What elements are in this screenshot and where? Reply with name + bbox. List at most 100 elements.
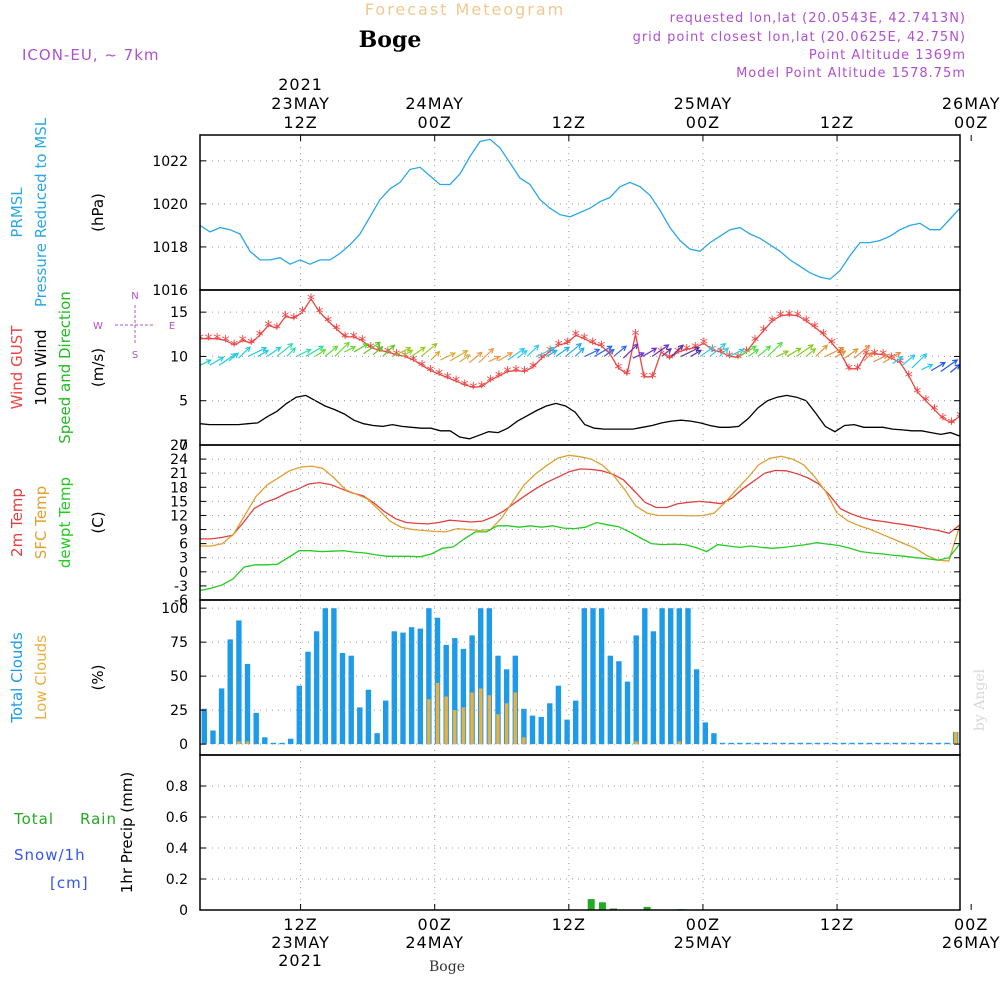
total-cloud-bar [901,742,907,745]
wind-direction-arrow [507,348,525,361]
wind-arrow-head [374,341,381,348]
wind-direction-arrow [642,347,657,357]
total-cloud-bar [460,648,467,745]
wind-direction-arrow [392,347,411,357]
panel-temperature [200,454,960,592]
wind-direction-arrow [411,346,426,357]
total-cloud-bar [944,742,950,745]
time-label-top: 2021 [278,75,323,94]
wind-arrow-head [494,355,501,361]
wind-arrow-head [290,347,297,354]
wind-direction-arrow [334,342,350,357]
wind-arrow-head [776,341,783,348]
y-tick-label: 1018 [152,240,188,256]
total-cloud-bar [693,669,700,745]
wind-direction-arrow [382,344,395,357]
gust-star-marker: * [794,307,802,326]
low-cloud-bar [504,703,509,745]
y-tick-label: 12 [170,508,188,524]
wind-arrow-head [608,348,615,355]
wind-arrow-head [723,347,729,354]
low-cloud-bar [237,741,241,745]
wind-direction-arrow [863,352,873,362]
total-cloud-bar [452,638,458,745]
wind-direction-arrow [940,359,958,372]
total-cloud-bar [400,632,406,745]
total-cloud-bar [443,644,449,745]
gust-star-marker: * [520,362,528,381]
low-cloud-bar [427,699,431,745]
gust-star-marker: * [444,369,452,388]
wind-arrow-head [753,348,760,355]
total-cloud-bar [633,635,639,745]
gust-star-marker: * [760,322,768,341]
y-tick-label: 25 [170,703,188,719]
panel-label-wind: Wind GUST [8,325,26,410]
compass-s: S [132,350,138,361]
y-tick-label: 5 [179,394,188,410]
time-label-top: 00Z [954,113,988,132]
gust-star-marker: * [478,378,486,397]
time-label-bottom: 23MAY [271,933,330,952]
total-cloud-bar [547,703,553,745]
wind-direction-arrow [603,349,615,357]
gust-star-marker: * [734,348,742,367]
wind-arrow-head [476,351,483,358]
wind-direction-arrow [344,346,356,353]
wind-direction-arrow [257,349,269,357]
panel-label-clouds: (%) [89,665,107,691]
series-line-sfc [200,454,960,562]
wind-direction-arrow [901,354,916,366]
total-cloud-bar [719,742,726,745]
total-cloud-bar [780,742,786,745]
total-cloud-bar [201,708,207,745]
total-cloud-bar [486,608,492,745]
model-point-altitude: Model Point Altitude 1578.75m [736,66,966,81]
gust-star-marker: * [854,360,862,379]
wind-arrow-head [750,345,758,351]
total-cloud-bar [348,655,354,745]
wind-direction-arrow [921,363,933,371]
compass-n: N [131,291,138,302]
wind-direction-arrow [728,348,744,357]
wind-direction-arrow [776,350,789,357]
wind-direction-arrow [266,346,281,357]
wind-direction-arrow [680,347,700,357]
time-label-bottom: 24MAY [405,933,464,952]
gust-star-marker: * [614,359,622,378]
time-label-top: 12Z [552,113,586,132]
total-cloud-bar [253,712,259,745]
gust-star-marker: * [503,362,511,381]
gust-star-marker: * [632,325,640,344]
low-cloud-bar [522,737,526,745]
gust-star-marker: * [905,367,913,386]
total-cloud-bar [374,733,380,745]
total-cloud-bar [927,742,933,745]
time-label-top: 00Z [418,113,452,132]
wind-arrow-head [720,342,727,349]
wind-arrow-head [738,348,745,354]
gust-star-marker: * [922,392,930,411]
y-tick-label: 100 [161,601,188,617]
gust-star-marker: * [606,345,614,364]
total-cloud-bar [279,742,285,745]
panel-label-clouds: Low Clouds [32,635,50,720]
time-label-top: 00Z [686,113,720,132]
wind-arrow-head [287,342,294,349]
wind-direction-arrow [959,371,960,373]
total-cloud-bar [624,681,631,745]
gust-star-marker: * [247,334,255,353]
wind-arrow-head [218,356,225,362]
wind-arrow-head [620,345,627,352]
gust-star-marker: * [700,334,708,353]
wind-direction-arrow [517,350,528,359]
wind-direction-arrow [594,345,612,357]
wind-arrow-head [867,351,874,358]
panel-label-temperature: dewpt Temp [56,477,74,568]
y-tick-label: 0 [179,903,188,919]
gust-star-marker: * [930,401,938,420]
wind-direction-arrow [584,348,600,357]
wind-direction-arrow [709,343,726,357]
wind-arrow-head [708,346,715,352]
grid-point-coords: grid point closest lon,lat (20.0625E, 42… [633,30,966,45]
